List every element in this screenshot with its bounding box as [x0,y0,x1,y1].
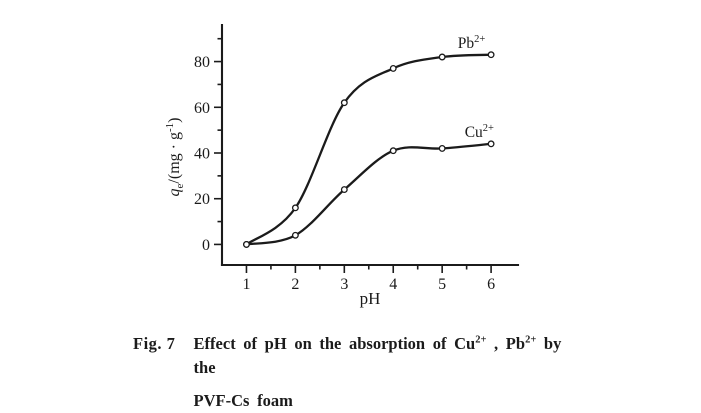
y-tick-label: 60 [194,100,210,117]
x-tick-label: 3 [340,276,348,293]
series-label-Pb2+: Pb2+ [458,34,486,52]
caption-segment: , Pb [486,334,526,353]
series-curve [245,142,493,246]
figure-page: 0 20 40 60 80 1 2 3 4 5 6 pH qe/(mg · g-1) Pb2+ Cu2+ F… [133,23,562,410]
caption-line2: PVF-Cs foam [193,391,293,410]
caption-line1: Effect of pH on the absorption of Cu2+ ,… [194,332,586,380]
data-point-marker [438,144,446,152]
y-tick-label: 20 [194,191,210,208]
x-tick-label: 5 [438,276,446,293]
data-point-marker [340,186,348,194]
data-point-marker [389,64,397,72]
figure-number: Fig. 7 [133,334,176,353]
y-tick-label: 80 [194,54,210,71]
series-curve [245,53,493,246]
data-point-marker [291,231,299,239]
data-point-marker [487,140,495,148]
tick-labels: 0 20 40 60 80 1 2 3 4 5 6 [194,54,495,293]
series-Pb2+: Pb2+ [243,34,495,248]
caption-segment: Effect of pH on the absorption of Cu [193,334,476,353]
cu-superscript: 2+ [475,334,487,346]
x-axis-label: pH [360,289,381,308]
y-tick-label: 0 [202,237,210,254]
data-point-marker [438,53,446,61]
data-point-marker [243,240,250,248]
pb-superscript: 2+ [525,334,537,346]
series-Cu2+: Cu2+ [243,123,495,248]
data-point-marker [389,147,397,155]
caption-text: Effect of pH on the absorption of Cu2+ ,… [194,332,586,413]
axis-ticks [214,37,492,273]
data-point-marker [340,99,348,107]
x-tick-label: 2 [291,276,299,293]
data-point-marker [291,204,299,212]
y-axis-label: qe/(mg · g-1) [164,118,186,197]
y-tick-label: 40 [194,146,210,163]
x-tick-label: 4 [389,276,397,293]
figure-caption: Fig. 7 Effect of pH on the absorption of… [133,332,586,413]
ph-absorption-chart: 0 20 40 60 80 1 2 3 4 5 6 pH qe/(mg · g-1) Pb2+ Cu2+ [164,23,520,308]
x-tick-label: 6 [487,276,495,293]
data-point-marker [487,51,495,59]
caption-segment: by the [193,334,562,377]
series-label-Cu2+: Cu2+ [465,123,494,141]
x-tick-label: 1 [242,276,250,293]
